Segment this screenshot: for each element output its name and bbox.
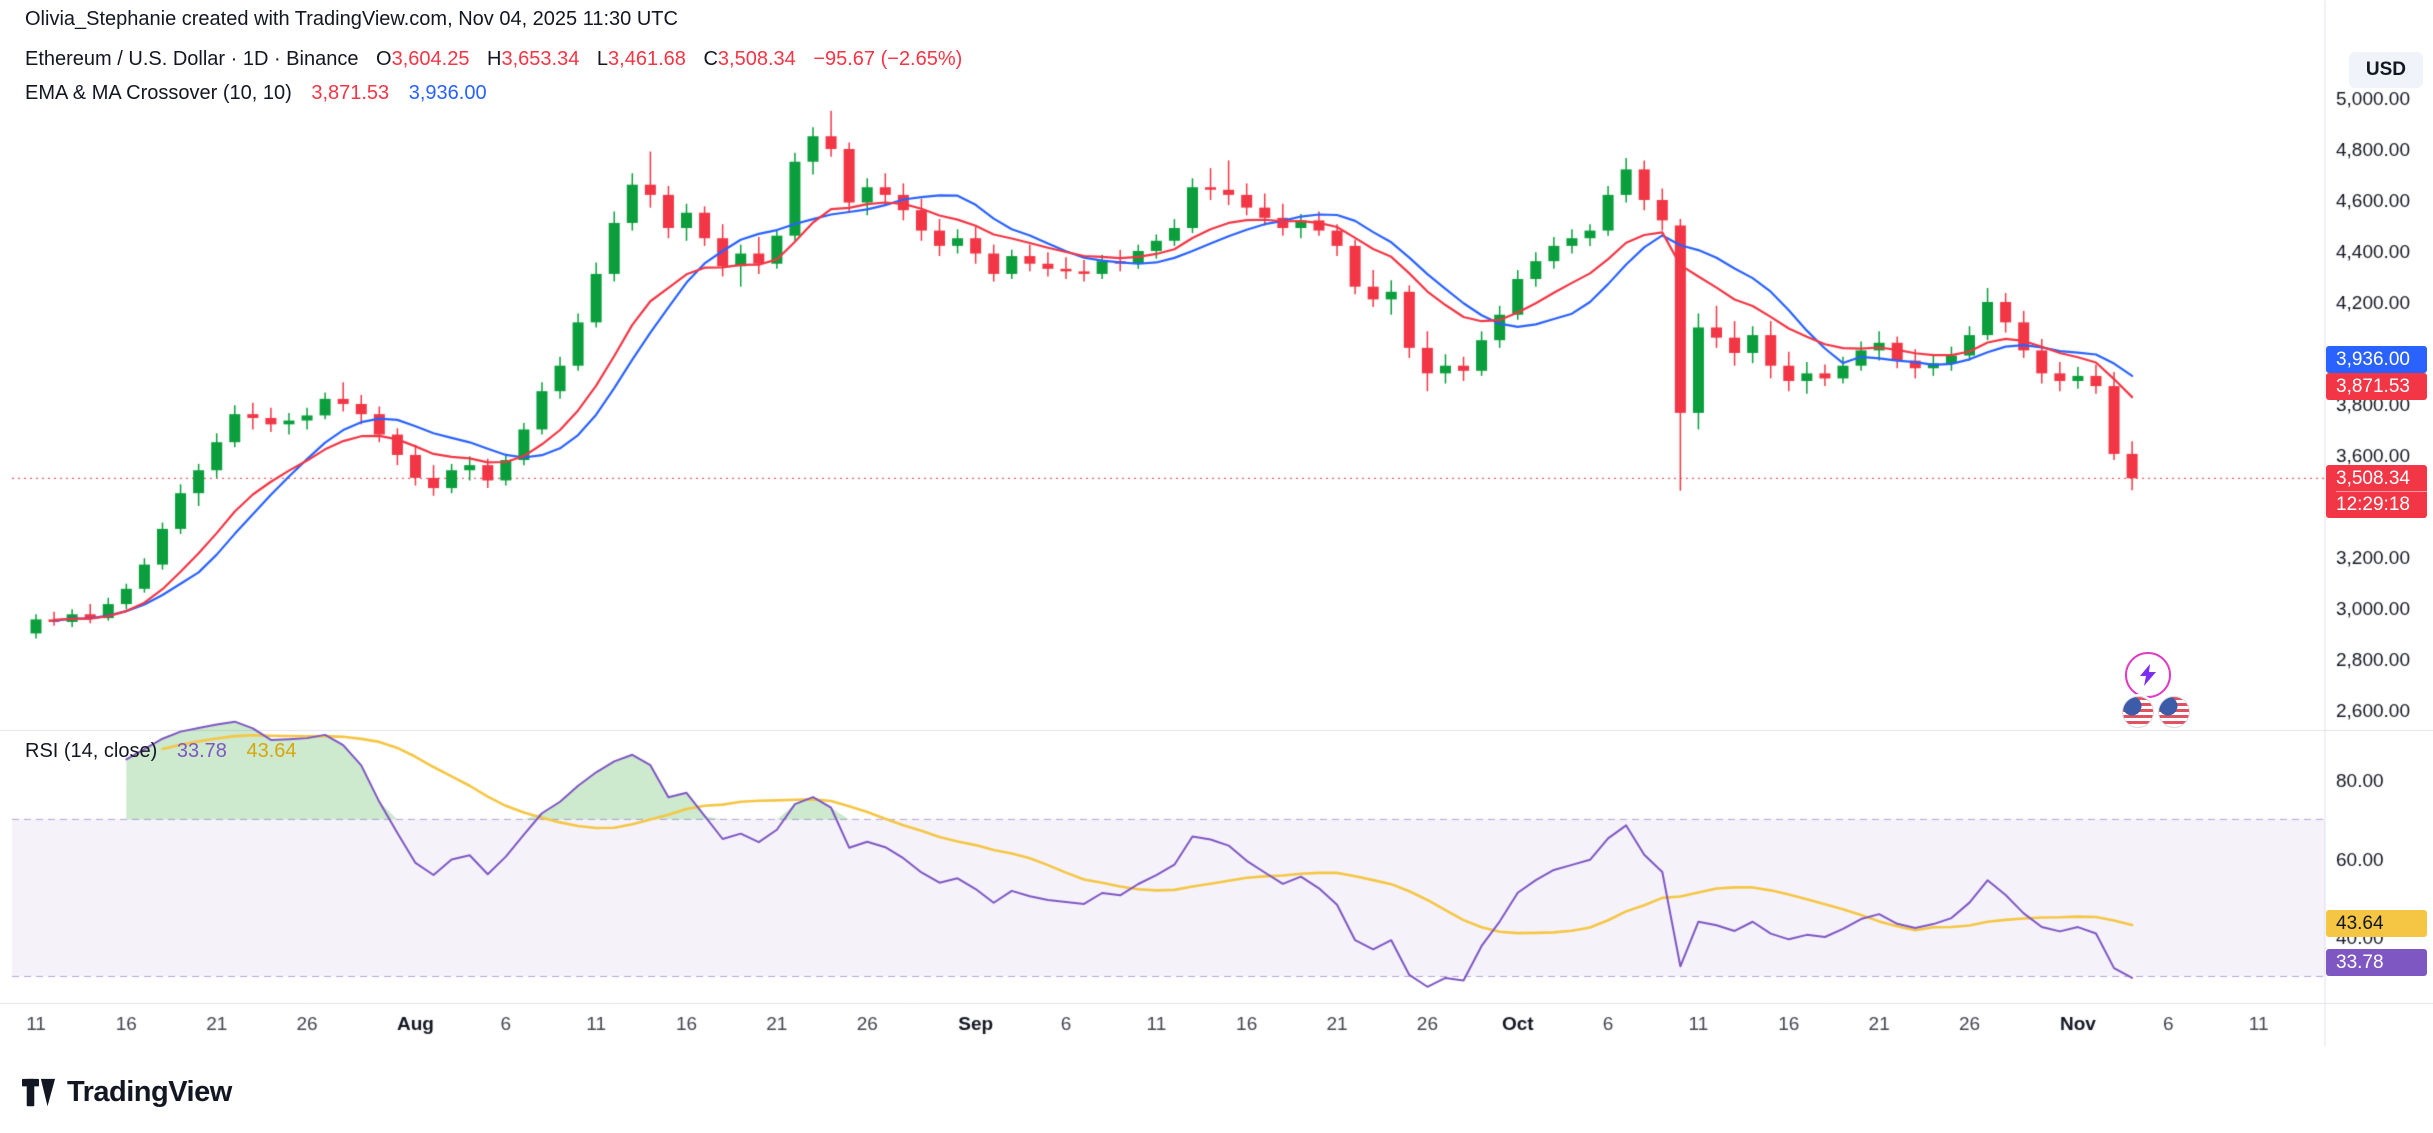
ma-price-badge: 3,936.00: [2326, 345, 2427, 373]
ema-value: 3,871.53: [311, 82, 390, 104]
attribution-text: Olivia_Stephanie created with TradingVie…: [25, 8, 678, 30]
rsi-ma-value: 43.64: [246, 740, 297, 762]
bar-countdown: 12:29:18: [2336, 491, 2427, 517]
tradingview-logo-text: TradingView: [67, 1076, 232, 1108]
price-change: −95.67 (−2.65%): [813, 48, 963, 70]
flag-icon-1: [2122, 696, 2154, 728]
lightning-bolt-icon: [2140, 664, 2156, 686]
currency-toggle-button[interactable]: USD: [2348, 52, 2423, 88]
tradingview-logo[interactable]: TradingView: [22, 1076, 232, 1109]
ma-value: 3,936.00: [408, 82, 487, 104]
rsi-value-badge: 33.78: [2326, 948, 2427, 976]
rsi-legend-row: RSI (14, close) 33.78 43.64: [25, 740, 297, 763]
rsi-value: 33.78: [176, 740, 227, 762]
overlay-indicator-label[interactable]: EMA & MA Crossover (10, 10): [25, 82, 292, 104]
ohlc-open: O3,604.25: [376, 48, 470, 70]
overlay-legend-row: EMA & MA Crossover (10, 10) 3,871.53 3,9…: [25, 82, 487, 105]
tradingview-logo-mark: [22, 1078, 56, 1106]
symbol-title[interactable]: Ethereum / U.S. Dollar · 1D · Binance: [25, 48, 359, 70]
symbol-legend-row: Ethereum / U.S. Dollar · 1D · Binance O3…: [25, 48, 962, 71]
ohlc-low: L3,461.68: [596, 48, 686, 70]
last-price-badge: 3,508.34 12:29:18: [2326, 465, 2427, 519]
rsi-indicator-label[interactable]: RSI (14, close): [25, 740, 158, 762]
boost-icon[interactable]: [2125, 652, 2171, 698]
ema-price-badge: 3,871.53: [2326, 372, 2427, 400]
ohlc-close: C3,508.34: [703, 48, 796, 70]
flag-icon-2: [2158, 696, 2190, 728]
last-price-value: 3,508.34: [2336, 468, 2410, 490]
rsi-ma-badge: 43.64: [2326, 909, 2427, 937]
ohlc-high: H3,653.34: [487, 48, 580, 70]
